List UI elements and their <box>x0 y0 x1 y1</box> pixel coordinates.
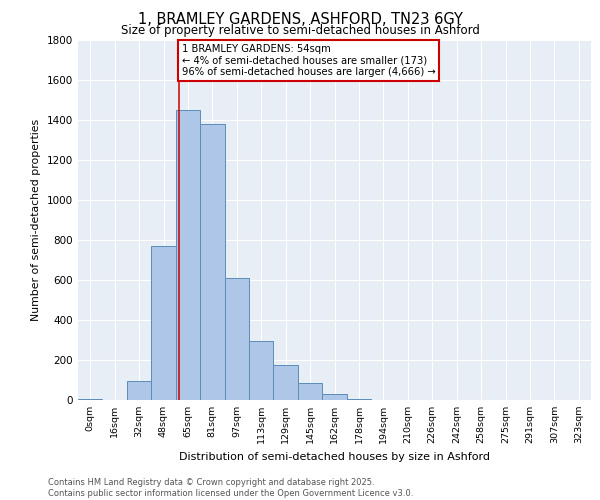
Bar <box>78 399 103 400</box>
Bar <box>274 365 298 400</box>
Text: Contains HM Land Registry data © Crown copyright and database right 2025.
Contai: Contains HM Land Registry data © Crown c… <box>48 478 413 498</box>
Bar <box>322 394 347 400</box>
Bar <box>298 383 322 400</box>
Bar <box>200 124 224 400</box>
Text: 1, BRAMLEY GARDENS, ASHFORD, TN23 6GY: 1, BRAMLEY GARDENS, ASHFORD, TN23 6GY <box>137 12 463 28</box>
X-axis label: Distribution of semi-detached houses by size in Ashford: Distribution of semi-detached houses by … <box>179 452 490 462</box>
Text: 1 BRAMLEY GARDENS: 54sqm
← 4% of semi-detached houses are smaller (173)
96% of s: 1 BRAMLEY GARDENS: 54sqm ← 4% of semi-de… <box>182 44 436 77</box>
Bar <box>224 278 249 400</box>
Bar <box>347 399 371 400</box>
Bar <box>151 246 176 400</box>
Bar <box>176 110 200 400</box>
Bar <box>127 381 151 400</box>
Text: Size of property relative to semi-detached houses in Ashford: Size of property relative to semi-detach… <box>121 24 479 37</box>
Y-axis label: Number of semi-detached properties: Number of semi-detached properties <box>31 119 41 321</box>
Bar <box>249 341 274 400</box>
